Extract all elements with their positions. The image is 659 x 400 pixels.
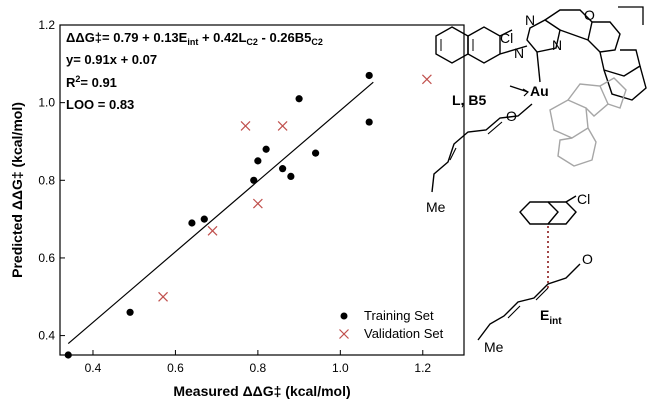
label-me-bottom: Me	[484, 339, 504, 355]
eint-structure	[477, 195, 581, 341]
x-tick-label: 0.4	[85, 361, 102, 375]
validation-point	[277, 121, 288, 131]
training-point	[64, 351, 72, 359]
x-axis-label: Measured ΔΔG‡ (kcal/mol)	[173, 383, 350, 399]
legend-marker-validation	[339, 329, 349, 339]
label-cl-top: Cl	[500, 30, 513, 46]
training-point	[311, 149, 320, 157]
y-tick-label: 1.2	[38, 18, 55, 32]
y-tick-label: 0.8	[38, 173, 55, 187]
data-points	[64, 71, 432, 359]
label-n2: N	[514, 45, 524, 61]
fit-equation: y= 0.91x + 0.07	[66, 52, 157, 67]
training-point	[287, 172, 295, 181]
label-n1: N	[525, 12, 535, 28]
training-point	[188, 219, 196, 227]
eint-label: Eint	[540, 307, 562, 327]
validation-point	[421, 74, 432, 85]
training-point	[200, 215, 208, 223]
label-me-top: Me	[426, 199, 446, 215]
training-point	[365, 71, 373, 80]
naphthyl-ring-2	[435, 26, 469, 64]
y-tick-label: 0.4	[38, 329, 55, 343]
label-o-aldehyde: O	[506, 108, 517, 124]
label-n3: N	[552, 37, 562, 53]
y-axis-label: Predicted ΔΔG‡ (kcal/mol)	[9, 102, 25, 278]
training-point	[250, 176, 258, 184]
plot-frame	[59, 24, 465, 356]
r-squared: R2= 0.91	[66, 74, 117, 90]
training-point	[126, 308, 134, 316]
model-equation: ΔΔG‡= 0.79 + 0.13Eint + 0.42LC2 - 0.26B5…	[66, 30, 323, 47]
training-point	[262, 145, 270, 153]
legend-label-validation: Validation Set	[364, 326, 444, 341]
legend-marker-training	[340, 312, 348, 320]
validation-point	[240, 121, 251, 131]
training-point	[295, 95, 303, 103]
x-tick-label: 1.0	[332, 361, 349, 375]
label-o-ring: O	[584, 7, 595, 23]
y-tick-label: 1.0	[38, 96, 55, 110]
diene-chain-top	[431, 103, 533, 193]
x-axis-ticks: 0.4 0.6 0.8 1.0 1.2	[85, 350, 431, 375]
validation-point	[252, 198, 263, 209]
label-au: Au	[530, 83, 549, 99]
x-tick-label: 0.8	[250, 361, 267, 375]
gold-catalyst-structure	[431, 9, 647, 193]
scatter-plot: 0.4 0.6 0.8 1.0 1.2 0.4 0.6 0.8 1.0 1.2 ΔΔG‡= 0.…	[9, 18, 465, 399]
training-point	[254, 157, 262, 165]
label-o-bottom: O	[582, 251, 593, 267]
validation-point	[207, 225, 218, 236]
x-tick-label: 0.6	[167, 361, 184, 375]
ligand-label: L, B5	[452, 92, 486, 108]
loo-value: LOO = 0.83	[66, 97, 134, 112]
training-point	[279, 165, 287, 173]
cropped-bracket	[618, 6, 644, 25]
training-point	[365, 118, 373, 126]
legend: Training Set Validation Set	[339, 308, 444, 341]
regression-line	[67, 81, 374, 345]
legend-label-training: Training Set	[364, 308, 434, 323]
diene-chain-bottom	[477, 263, 581, 341]
x-tick-label: 1.2	[414, 361, 431, 375]
y-tick-label: 0.6	[38, 251, 55, 265]
y-axis-ticks: 0.4 0.6 0.8 1.0 1.2	[38, 18, 65, 343]
label-cl-bottom: Cl	[577, 191, 590, 207]
validation-point	[158, 291, 168, 302]
